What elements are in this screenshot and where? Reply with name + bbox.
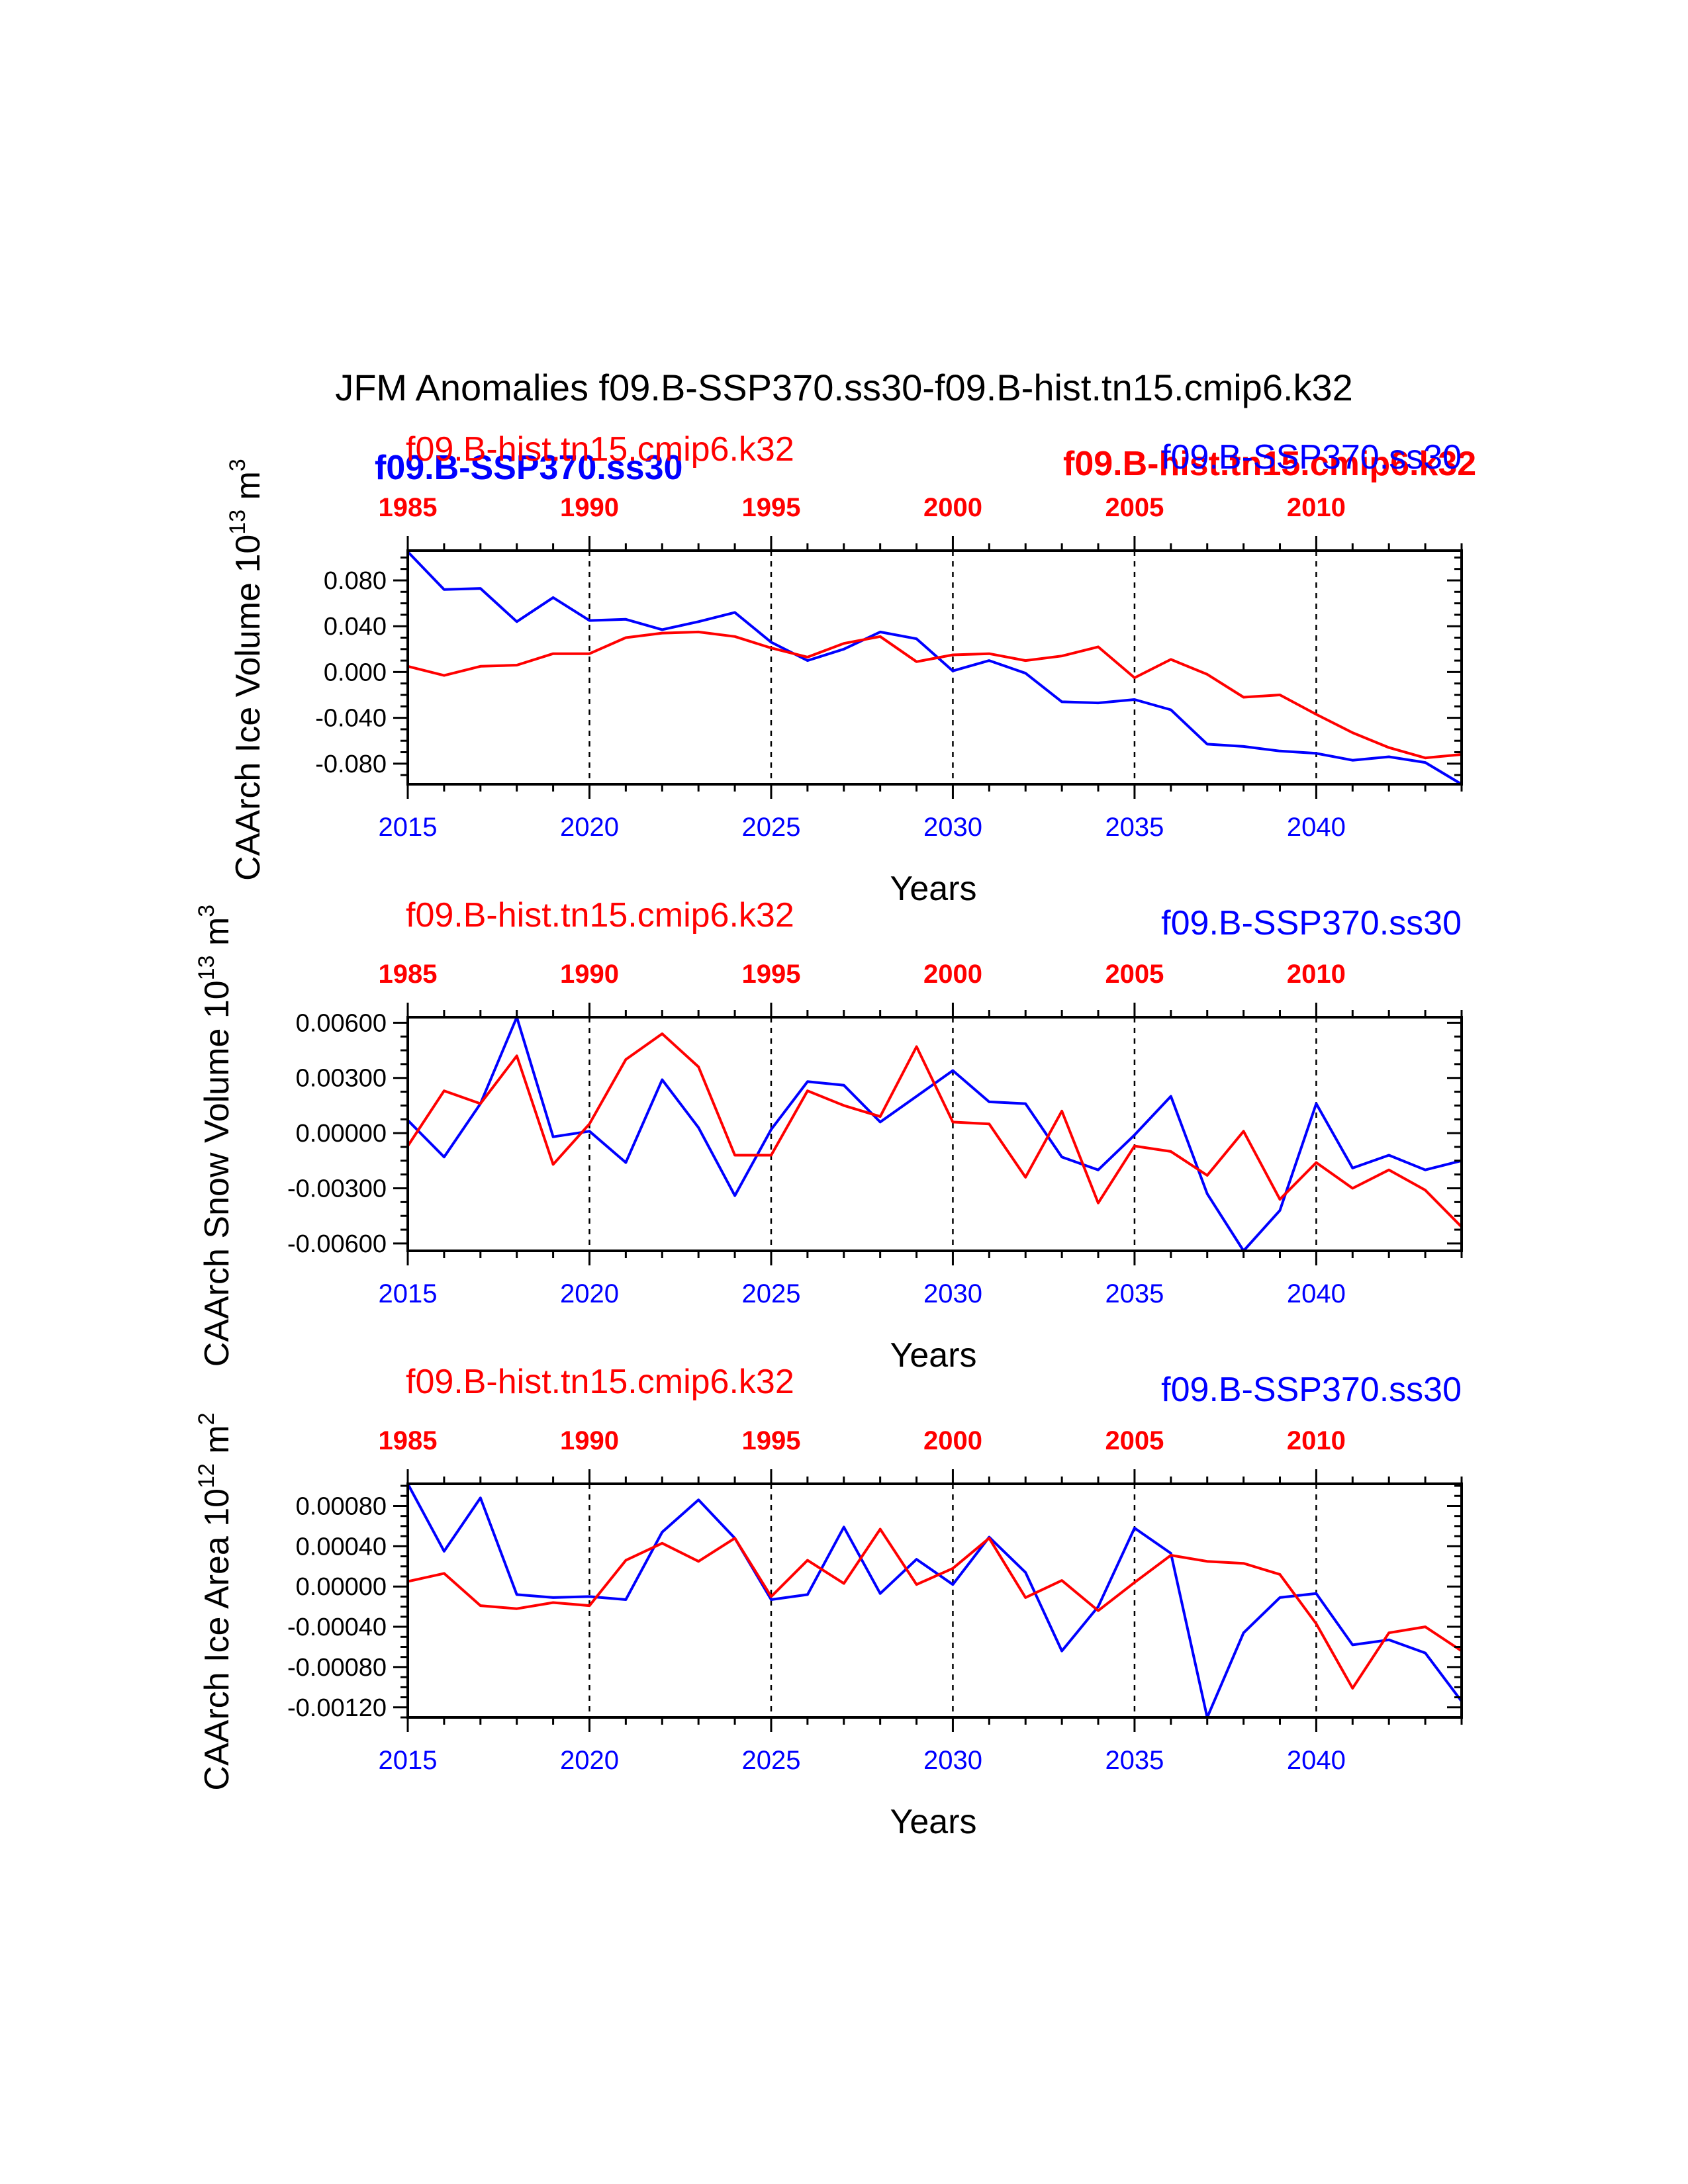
ssp370-series-line xyxy=(406,551,1463,786)
top-x-tick-label: 1995 xyxy=(741,1426,800,1455)
top-x-tick-label: 2010 xyxy=(1287,960,1346,989)
x-tick-label: 2035 xyxy=(1105,1279,1164,1308)
x-tick-label: 2035 xyxy=(1105,1746,1164,1775)
plot-frame xyxy=(406,1482,1463,1719)
top-x-tick-label: 2005 xyxy=(1105,1426,1164,1455)
y-tick-label: 0.00000 xyxy=(296,1573,387,1601)
x-tick-label: 2035 xyxy=(1105,813,1164,842)
x-tick-label: 2025 xyxy=(741,1279,800,1308)
y-title-unit: m xyxy=(198,917,236,956)
x-axis-title: Years xyxy=(890,870,976,908)
x-tick-label: 2020 xyxy=(560,1279,619,1308)
y-title-base: CAArch Ice Area 10 xyxy=(198,1488,236,1791)
top-x-tick-label: 1995 xyxy=(741,960,800,989)
axes-layer: 2015 2020 2025 2030 2035 2040 1985 1990 1995 2000… xyxy=(287,1426,1463,1775)
y-tick-label: -0.040 xyxy=(315,705,387,733)
x-tick-label: 2030 xyxy=(923,813,982,842)
x-tick-label: 2015 xyxy=(379,1279,438,1308)
y-title-base: CAArch Ice Volume 10 xyxy=(229,535,267,881)
x-tick-label: 2015 xyxy=(379,1746,438,1775)
y-tick-label: 0.00040 xyxy=(296,1533,387,1561)
top-x-tick-label: 2000 xyxy=(923,493,982,522)
y-axis-title: CAArch Ice Volume 1013 m3 xyxy=(225,459,267,881)
x-tick-label: 2040 xyxy=(1287,1746,1346,1775)
x-tick-label: 2020 xyxy=(560,813,619,842)
y-tick-label: -0.00080 xyxy=(287,1654,387,1682)
y-axis-title: CAArch Snow Volume 1013 m3 xyxy=(194,905,236,1367)
overlay-label-hist: f09.B-hist.tn15.cmip6.k32 xyxy=(1063,445,1476,483)
y-tick-label: -0.00300 xyxy=(287,1175,387,1203)
x-tick-label: 2020 xyxy=(560,1746,619,1775)
series-layer xyxy=(406,1483,1463,1719)
y-title-unit: m xyxy=(198,1425,236,1463)
plot-frame xyxy=(406,549,1463,786)
y-tick-label: 0.00600 xyxy=(296,1009,387,1037)
x-tick-label: 2025 xyxy=(741,1746,800,1775)
y-tick-label: 0.000 xyxy=(324,659,387,686)
ssp-run-label: f09.B-SSP370.ss30 xyxy=(1161,904,1462,942)
x-tick-label: 2025 xyxy=(741,813,800,842)
hist-series-line xyxy=(406,1032,1463,1228)
ssp-run-label: f09.B-SSP370.ss30 xyxy=(1161,438,1462,477)
top-x-tick-label: 2000 xyxy=(923,1426,982,1455)
panel-ice-volume: f09.B-hist.tn15.cmip6.k32 f09.B-SSP370.s… xyxy=(225,430,1463,908)
x-tick-label: 2030 xyxy=(923,1279,982,1308)
hist-series-line xyxy=(407,1527,1463,1690)
top-x-tick-label: 1995 xyxy=(741,493,800,522)
y-tick-label: -0.080 xyxy=(315,751,387,778)
grid-layer xyxy=(588,551,1317,784)
y-title-unit-exponent: 3 xyxy=(194,905,219,917)
top-x-tick-label: 1990 xyxy=(560,960,619,989)
series-layer xyxy=(406,1016,1463,1252)
panel-ice-area: f09.B-hist.tn15.cmip6.k32 f09.B-SSP370.s… xyxy=(194,1363,1463,1841)
y-title-unit-exponent: 2 xyxy=(194,1412,219,1425)
top-x-tick-label: 2010 xyxy=(1287,493,1346,522)
top-x-tick-label: 1985 xyxy=(379,960,438,989)
y-title-exponent: 13 xyxy=(194,956,219,981)
ssp-run-label: f09.B-SSP370.ss30 xyxy=(1161,1371,1462,1409)
y-tick-label: 0.040 xyxy=(324,613,387,641)
axes-layer: 2015 2020 2025 2030 2035 2040 1985 1990 1995 2000… xyxy=(287,960,1463,1308)
hist-run-label: f09.B-hist.tn15.cmip6.k32 xyxy=(406,430,794,469)
top-x-tick-label: 1985 xyxy=(379,1426,438,1455)
panel-snow-volume: f09.B-hist.tn15.cmip6.k32 f09.B-SSP370.s… xyxy=(194,896,1463,1375)
top-x-tick-label: 2000 xyxy=(923,960,982,989)
x-tick-label: 2030 xyxy=(923,1746,982,1775)
y-tick-label: 0.00080 xyxy=(296,1492,387,1520)
x-axis-title: Years xyxy=(890,1803,976,1841)
top-x-tick-label: 2010 xyxy=(1287,1426,1346,1455)
top-x-tick-label: 2005 xyxy=(1105,493,1164,522)
y-title-exponent: 12 xyxy=(194,1463,219,1488)
y-axis-title: CAArch Ice Area 1012 m2 xyxy=(194,1412,236,1790)
ssp370-series-line xyxy=(406,1483,1463,1719)
y-title-unit-exponent: 3 xyxy=(225,459,250,471)
overlay-label-ssp: f09.B-SSP370.ss30 xyxy=(375,449,682,487)
top-x-tick-label: 1990 xyxy=(560,1426,619,1455)
y-tick-label: 0.00300 xyxy=(296,1065,387,1093)
x-tick-label: 2040 xyxy=(1287,813,1346,842)
axes-layer: 2015 2020 2025 2030 2035 2040 1985 1990 1995 2000… xyxy=(315,493,1463,842)
x-tick-label: 2040 xyxy=(1287,1279,1346,1308)
figure-title: JFM Anomalies f09.B-SSP370.ss30-f09.B-hi… xyxy=(335,367,1353,408)
top-x-tick-label: 2005 xyxy=(1105,960,1164,989)
hist-series-line xyxy=(407,630,1462,760)
y-tick-label: -0.00120 xyxy=(287,1694,387,1722)
series-layer xyxy=(406,551,1463,786)
top-x-tick-label: 1990 xyxy=(560,493,619,522)
y-tick-label: -0.00600 xyxy=(287,1230,387,1258)
x-axis-title: Years xyxy=(890,1336,976,1375)
top-x-tick-label: 1985 xyxy=(379,493,438,522)
y-tick-label: -0.00040 xyxy=(287,1614,387,1641)
hist-run-label: f09.B-hist.tn15.cmip6.k32 xyxy=(406,896,794,934)
y-title-unit: m xyxy=(229,471,267,510)
y-tick-label: 0.00000 xyxy=(296,1120,387,1148)
hist-run-label: f09.B-hist.tn15.cmip6.k32 xyxy=(406,1363,794,1401)
y-title-base: CAArch Snow Volume 10 xyxy=(198,980,236,1367)
y-title-exponent: 13 xyxy=(225,510,250,535)
y-tick-label: 0.080 xyxy=(324,567,387,595)
x-tick-label: 2015 xyxy=(379,813,438,842)
